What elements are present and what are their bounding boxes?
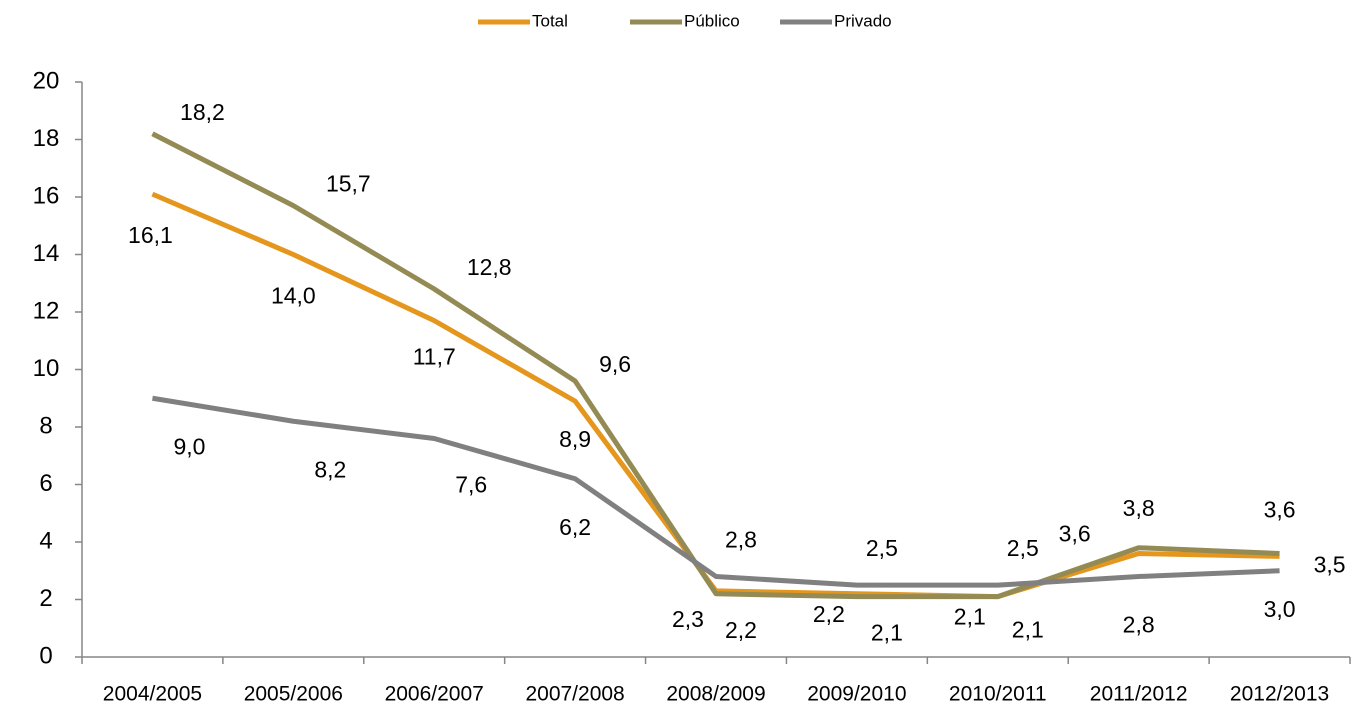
- data-label: 16,1: [128, 222, 173, 248]
- data-label: 8,2: [314, 456, 346, 482]
- x-tick-label: 2010/2011: [949, 683, 1047, 706]
- x-tick-label: 2008/2009: [666, 683, 765, 706]
- y-tick-label: 10: [33, 355, 60, 382]
- y-tick-label: 20: [33, 67, 60, 94]
- y-tick-label: 4: [39, 527, 52, 554]
- data-label: 2,1: [1012, 617, 1044, 643]
- data-label: 9,6: [599, 351, 631, 377]
- x-tick-label: 2007/2008: [525, 683, 624, 706]
- y-tick-label: 16: [33, 182, 60, 209]
- data-label: 14,0: [271, 283, 316, 309]
- y-tick-label: 0: [39, 642, 52, 669]
- data-label: 7,6: [455, 472, 487, 498]
- data-label: 3,5: [1314, 551, 1346, 577]
- legend-label: Total: [532, 11, 568, 30]
- line-series: [152, 395, 1280, 588]
- legend-label: Público: [684, 11, 740, 30]
- y-tick-label: 2: [39, 585, 52, 612]
- data-label: 2,5: [866, 535, 898, 561]
- x-tick-label: 2011/2012: [1090, 683, 1188, 706]
- y-tick-label: 18: [33, 125, 60, 152]
- data-label: 3,6: [1059, 521, 1091, 547]
- x-tick-label: 2009/2010: [807, 683, 906, 706]
- x-tick-label: 2012/2013: [1230, 683, 1329, 706]
- y-tick-label: 14: [33, 240, 60, 267]
- data-label: 2,2: [813, 601, 845, 627]
- x-tick-label: 2006/2007: [385, 683, 484, 706]
- legend-label: Privado: [834, 11, 892, 30]
- data-label: 3,6: [1264, 497, 1296, 523]
- y-tick-label: 8: [39, 412, 52, 439]
- line-series: [151, 191, 1280, 600]
- x-tick-label: 2005/2006: [244, 683, 343, 706]
- data-label: 2,2: [725, 617, 757, 643]
- data-label: 18,2: [180, 99, 225, 125]
- data-label: 3,8: [1123, 495, 1155, 521]
- data-label: 11,7: [413, 344, 456, 370]
- data-label: 8,9: [559, 426, 591, 452]
- y-tick-label: 6: [39, 470, 52, 497]
- line-series: [151, 131, 1280, 600]
- data-label: 2,8: [725, 527, 757, 553]
- data-label: 2,1: [871, 620, 903, 646]
- x-tick-label: 2004/2005: [103, 683, 202, 706]
- data-label: 2,5: [1007, 535, 1039, 561]
- data-label: 9,0: [173, 433, 205, 459]
- data-label: 6,2: [559, 514, 591, 540]
- data-label: 2,1: [954, 604, 986, 630]
- data-label: 3,0: [1264, 596, 1296, 622]
- data-label: 2,3: [672, 606, 704, 632]
- data-label: 15,7: [326, 171, 371, 197]
- y-tick-label: 12: [33, 297, 60, 324]
- data-label: 2,8: [1123, 612, 1155, 638]
- data-label: 12,8: [467, 254, 512, 280]
